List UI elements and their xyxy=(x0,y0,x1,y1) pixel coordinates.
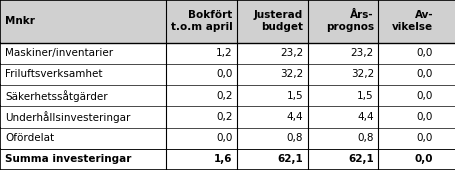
Text: 62,1: 62,1 xyxy=(348,154,373,164)
Bar xyxy=(0,106,455,128)
Bar xyxy=(0,85,455,106)
Text: 0,0: 0,0 xyxy=(416,48,432,58)
Text: 0,0: 0,0 xyxy=(416,69,432,79)
Text: Bokfört
t.o.m april: Bokfört t.o.m april xyxy=(171,10,232,32)
Text: Summa investeringar: Summa investeringar xyxy=(5,154,131,164)
Text: 0,0: 0,0 xyxy=(416,91,432,101)
Text: 0,0: 0,0 xyxy=(216,133,232,143)
Text: 0,8: 0,8 xyxy=(286,133,303,143)
Text: 32,2: 32,2 xyxy=(350,69,373,79)
Text: 0,0: 0,0 xyxy=(416,133,432,143)
Text: 1,5: 1,5 xyxy=(286,91,303,101)
Text: 0,0: 0,0 xyxy=(414,154,432,164)
Text: 1,5: 1,5 xyxy=(357,91,373,101)
Text: Ofördelat: Ofördelat xyxy=(5,133,55,143)
Bar xyxy=(0,64,455,85)
Text: 0,0: 0,0 xyxy=(416,112,432,122)
Text: 0,2: 0,2 xyxy=(216,91,232,101)
Text: 23,2: 23,2 xyxy=(350,48,373,58)
Text: 0,2: 0,2 xyxy=(216,112,232,122)
Text: Friluftsverksamhet: Friluftsverksamhet xyxy=(5,69,103,79)
Bar xyxy=(0,149,455,170)
Text: Mnkr: Mnkr xyxy=(5,16,35,26)
Text: 23,2: 23,2 xyxy=(279,48,303,58)
Text: 1,6: 1,6 xyxy=(213,154,232,164)
Text: Års-
prognos: Års- prognos xyxy=(325,10,373,32)
Text: 0,8: 0,8 xyxy=(357,133,373,143)
Text: 1,2: 1,2 xyxy=(216,48,232,58)
Text: 0,0: 0,0 xyxy=(216,69,232,79)
Text: Säkerhetssåtgärder: Säkerhetssåtgärder xyxy=(5,90,108,102)
Text: 4,4: 4,4 xyxy=(357,112,373,122)
Bar xyxy=(0,0,455,42)
Text: 32,2: 32,2 xyxy=(279,69,303,79)
Text: Justerad
budget: Justerad budget xyxy=(253,10,303,32)
Text: Underhållsinvesteringar: Underhållsinvesteringar xyxy=(5,111,131,123)
Text: Maskiner/inventarier: Maskiner/inventarier xyxy=(5,48,113,58)
Text: Av-
vikelse: Av- vikelse xyxy=(391,10,432,32)
Bar xyxy=(0,128,455,149)
Text: 4,4: 4,4 xyxy=(286,112,303,122)
Bar xyxy=(0,42,455,64)
Text: 62,1: 62,1 xyxy=(277,154,303,164)
